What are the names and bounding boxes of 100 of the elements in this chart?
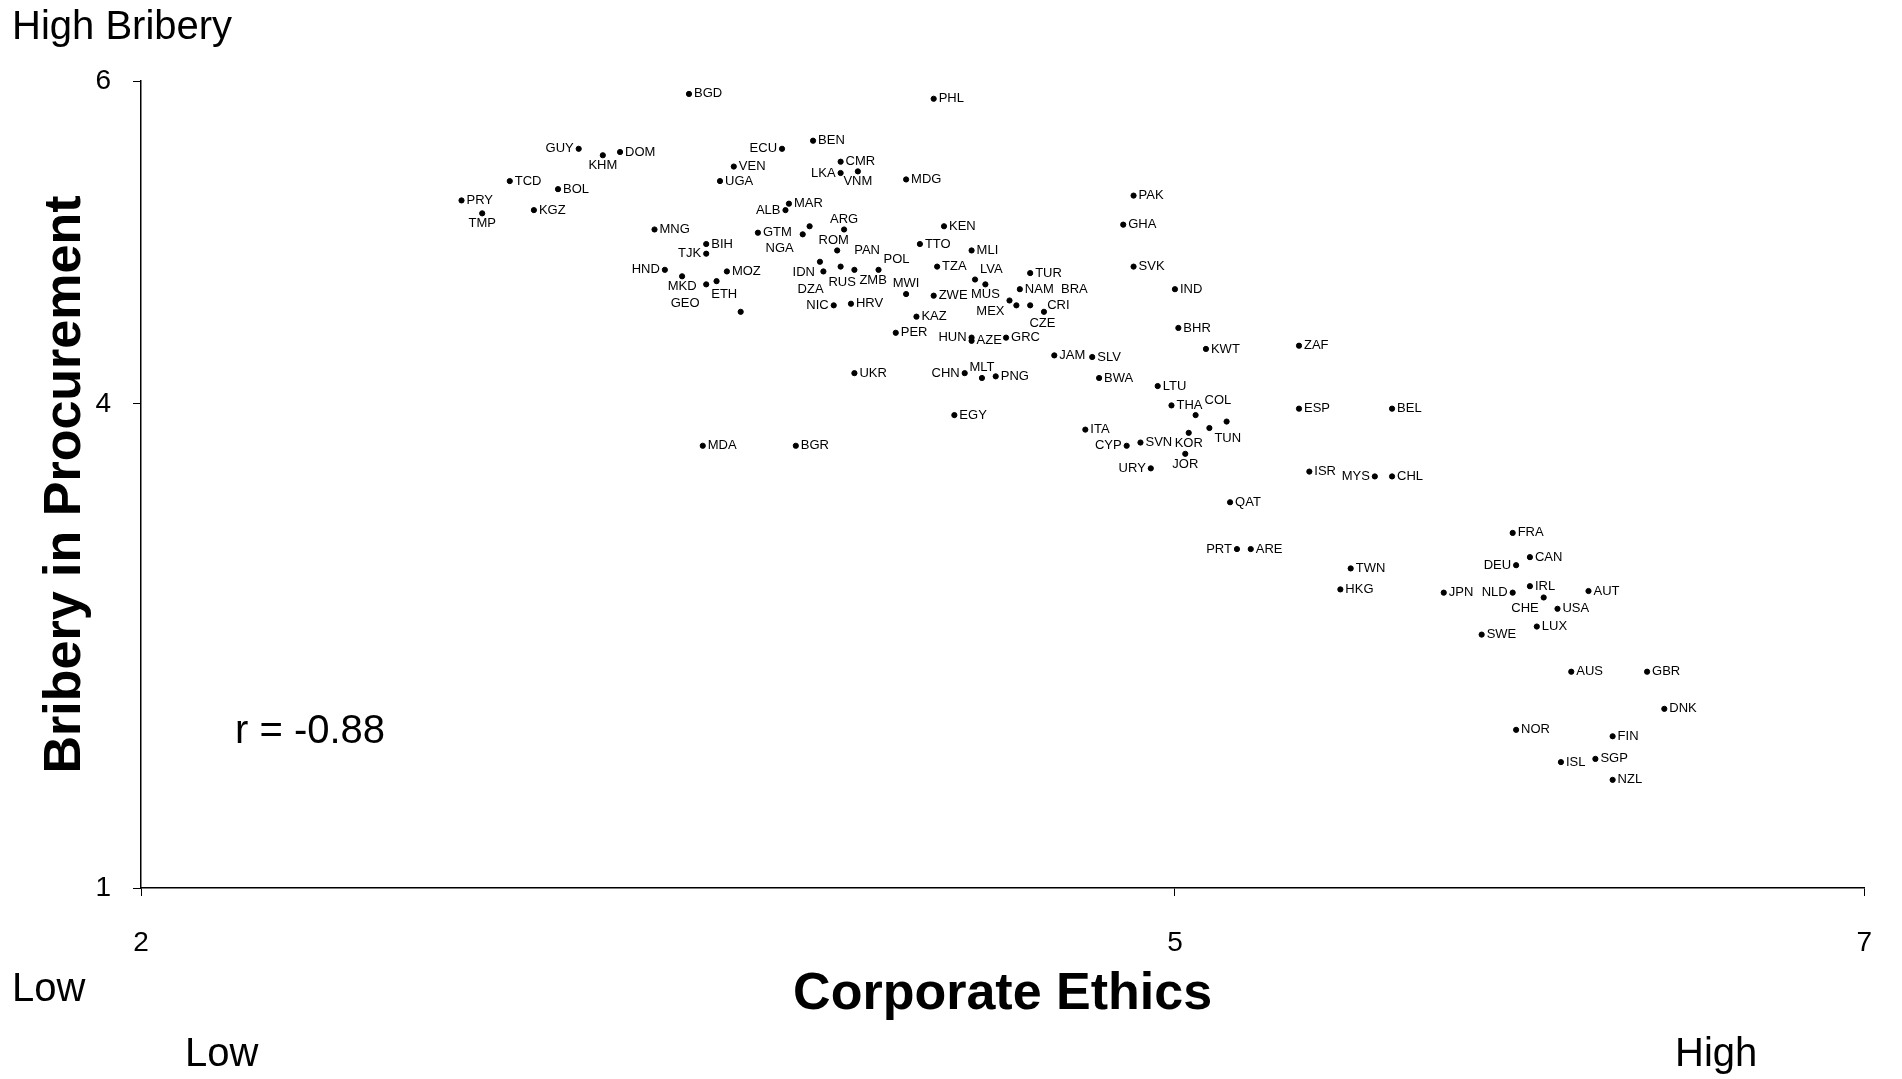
data-label: VEN xyxy=(738,158,766,174)
data-label: MOZ xyxy=(731,263,761,279)
data-label: LUX xyxy=(1541,618,1568,634)
data-label: TUR xyxy=(1035,264,1062,280)
y-tick-label: 4 xyxy=(95,386,111,418)
data-label: BHR xyxy=(1183,319,1211,335)
data-label: MEX xyxy=(976,302,1005,318)
data-label: TJK xyxy=(678,245,702,261)
annotation: r = -0.88 xyxy=(235,707,386,752)
text: Low xyxy=(12,965,86,1010)
data-label: DNK xyxy=(1669,700,1698,716)
x-axis-title: Corporate Ethics xyxy=(793,962,1213,1021)
data-label: PNG xyxy=(1000,367,1029,383)
data-label: BRA xyxy=(1060,280,1089,296)
data-label: IND xyxy=(1179,280,1203,296)
data-label: MAR xyxy=(793,195,823,211)
data-label: SVN xyxy=(1145,434,1173,450)
data-label: TZA xyxy=(942,258,968,274)
data-label: BGR xyxy=(800,437,829,453)
data-label: MDA xyxy=(707,437,737,453)
data-label: NOR xyxy=(1521,721,1551,737)
data-label: BEL xyxy=(1397,400,1422,416)
data-label: KOR xyxy=(1174,434,1203,450)
data-label: LVA xyxy=(980,260,1004,276)
data-label: CMR xyxy=(845,153,876,169)
data-label: NIC xyxy=(806,296,829,312)
data-label: BWA xyxy=(1104,369,1134,385)
data-label: AUS xyxy=(1576,663,1604,679)
data-label: SVK xyxy=(1138,258,1165,274)
text: Low xyxy=(185,1030,259,1075)
data-label: ZMB xyxy=(859,271,887,287)
data-label: VNM xyxy=(843,173,873,189)
x-tick-label: 7 xyxy=(1856,925,1872,957)
data-label: IDN xyxy=(792,263,815,279)
data-label: URY xyxy=(1118,459,1147,475)
data-label: COL xyxy=(1204,392,1232,408)
data-label: IRL xyxy=(1534,577,1556,593)
data-label: HRV xyxy=(855,295,884,311)
data-label: GRC xyxy=(1011,329,1040,345)
data-label: PRY xyxy=(466,192,494,208)
data-label: ARG xyxy=(829,210,859,226)
data-label: ETH xyxy=(711,286,738,302)
data-label: GEO xyxy=(670,295,700,311)
y-axis-title: Bribery in Procurement xyxy=(33,195,92,774)
data-label: GHA xyxy=(1128,216,1157,232)
data-label: KWT xyxy=(1210,340,1240,356)
data-label: PAK xyxy=(1138,187,1164,203)
data-label: RUS xyxy=(828,273,857,289)
data-label: USA xyxy=(1562,600,1590,616)
data-label: ITA xyxy=(1090,421,1110,437)
data-label: CHL xyxy=(1397,468,1424,484)
data-label: JOR xyxy=(1172,455,1199,471)
data-label: CYP xyxy=(1094,437,1122,453)
data-label: TTO xyxy=(924,235,951,251)
data-label: BEN xyxy=(818,132,845,148)
data-label: DZA xyxy=(797,280,824,296)
data-label: AUT xyxy=(1593,582,1620,598)
data-label: JPN xyxy=(1448,584,1474,600)
data-label: KAZ xyxy=(921,308,947,324)
data-label: JAM xyxy=(1059,346,1086,362)
data-label: ARE xyxy=(1255,540,1283,556)
data-label: CHN xyxy=(931,364,960,380)
data-label: BOL xyxy=(563,180,590,196)
data-label: BIH xyxy=(711,235,733,251)
data-label: CRI xyxy=(1047,296,1070,312)
data-label: HUN xyxy=(938,329,967,345)
data-label: MYS xyxy=(1341,468,1371,484)
data-label: AZE xyxy=(976,332,1003,348)
data-label: KEN xyxy=(949,217,976,233)
data-label: EGY xyxy=(959,406,988,422)
data-label: ROM xyxy=(818,232,849,248)
data-label: ISR xyxy=(1314,463,1337,479)
data-label: PER xyxy=(900,324,928,340)
data-label: MLT xyxy=(969,359,995,375)
data-label: TWN xyxy=(1355,560,1386,576)
data-label: NGA xyxy=(765,240,795,256)
data-label: NLD xyxy=(1481,584,1508,600)
data-label: PHL xyxy=(938,90,964,106)
data-label: GBR xyxy=(1652,663,1681,679)
data-label: SGP xyxy=(1600,750,1628,766)
data-label: SWE xyxy=(1486,626,1517,642)
data-label: KHM xyxy=(588,157,618,173)
data-label: HKG xyxy=(1345,580,1374,596)
data-label: FIN xyxy=(1617,727,1639,743)
data-label: MKD xyxy=(667,278,697,294)
data-label: LTU xyxy=(1162,377,1187,393)
data-label: CHE xyxy=(1511,599,1540,615)
data-label: NAM xyxy=(1024,280,1054,296)
data-label: KGZ xyxy=(538,201,566,217)
data-label: CZE xyxy=(1029,315,1056,331)
data-label: MLI xyxy=(976,242,999,258)
data-label: GTM xyxy=(762,224,792,240)
data-label: PAN xyxy=(854,242,880,258)
data-label: BGD xyxy=(693,85,723,101)
data-label: ZWE xyxy=(938,287,968,303)
data-label: FRA xyxy=(1517,524,1545,540)
data-label: MNG xyxy=(659,221,690,237)
data-label: ZAF xyxy=(1304,337,1329,353)
data-label: PRT xyxy=(1206,540,1233,556)
data-label: UKR xyxy=(859,364,887,380)
